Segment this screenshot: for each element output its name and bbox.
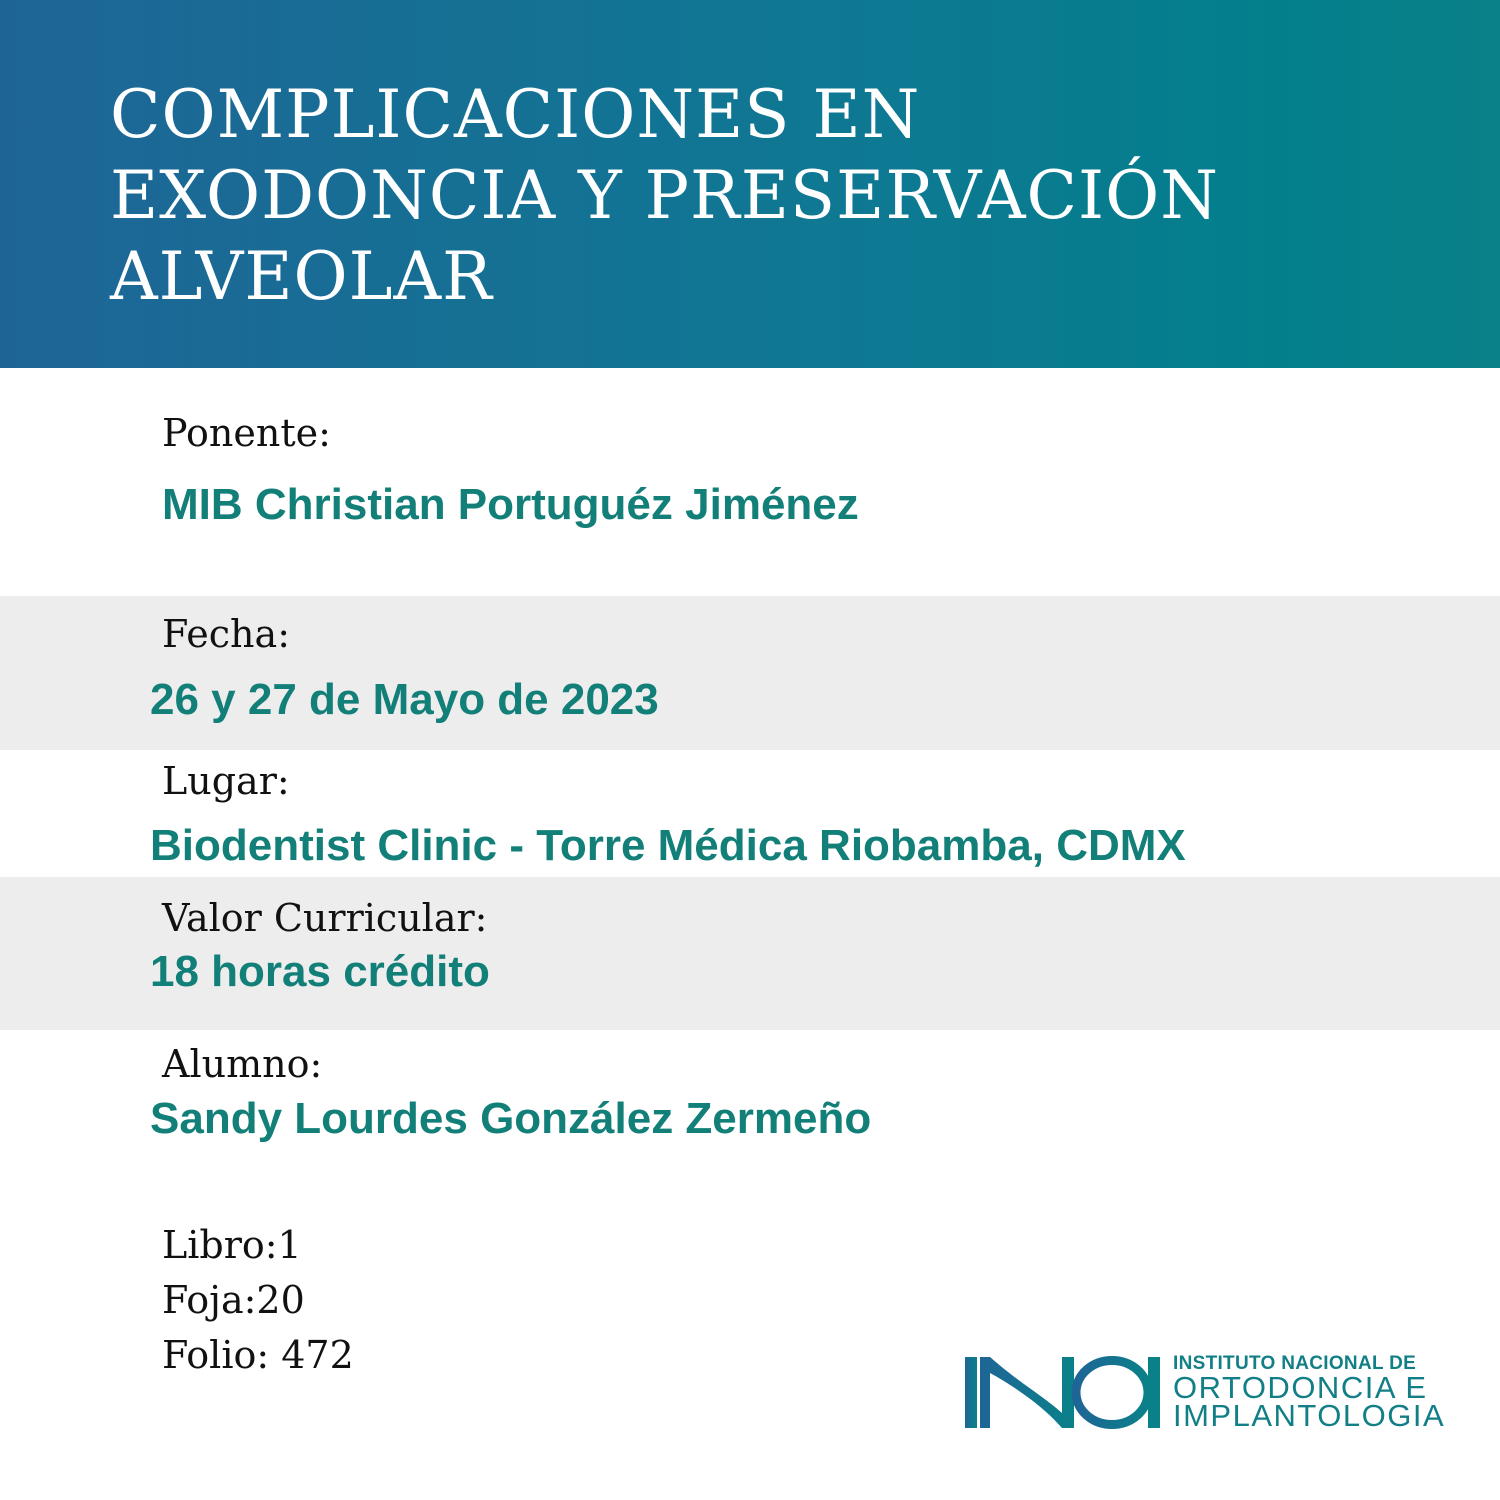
date-label: Fecha:	[162, 612, 290, 656]
record-folio: Folio: 472	[162, 1333, 354, 1377]
logo-line-1: INSTITUTO NACIONAL DE	[1173, 1353, 1417, 1374]
header-banner: COMPLICACIONES EN EXODONCIA Y PRESERVACI…	[0, 0, 1500, 368]
title-line-1: COMPLICACIONES EN	[110, 76, 921, 153]
credit-label: Valor Curricular:	[162, 896, 488, 940]
credit-value: 18 horas crédito	[150, 947, 490, 996]
student-label: Alumno:	[162, 1042, 323, 1086]
speaker-label: Ponente:	[162, 411, 331, 455]
place-value: Biodentist Clinic - Torre Médica Riobamb…	[150, 821, 1186, 870]
student-value: Sandy Lourdes González Zermeño	[150, 1094, 872, 1143]
speaker-value: MIB Christian Portuguéz Jiménez	[162, 480, 859, 529]
logo-line-3: IMPLANTOLOGIA	[1173, 1398, 1446, 1433]
course-title: COMPLICACIONES EN EXODONCIA Y PRESERVACI…	[110, 74, 1219, 317]
logo-line-2: ORTODONCIA E	[1173, 1370, 1428, 1405]
record-book: Libro:1	[162, 1223, 302, 1267]
credit-band	[0, 877, 1500, 1030]
place-label: Lugar:	[162, 759, 290, 803]
record-sheet: Foja:20	[162, 1278, 305, 1322]
title-line-2: EXODONCIA Y PRESERVACIÓN	[110, 157, 1219, 234]
date-band	[0, 596, 1500, 750]
inoi-logo-text: INSTITUTO NACIONAL DE ORTODONCIA E IMPLA…	[1173, 1353, 1446, 1433]
date-value: 26 y 27 de Mayo de 2023	[150, 675, 659, 724]
title-line-3: ALVEOLAR	[110, 238, 493, 315]
inoi-logo-mark	[965, 1356, 1160, 1429]
